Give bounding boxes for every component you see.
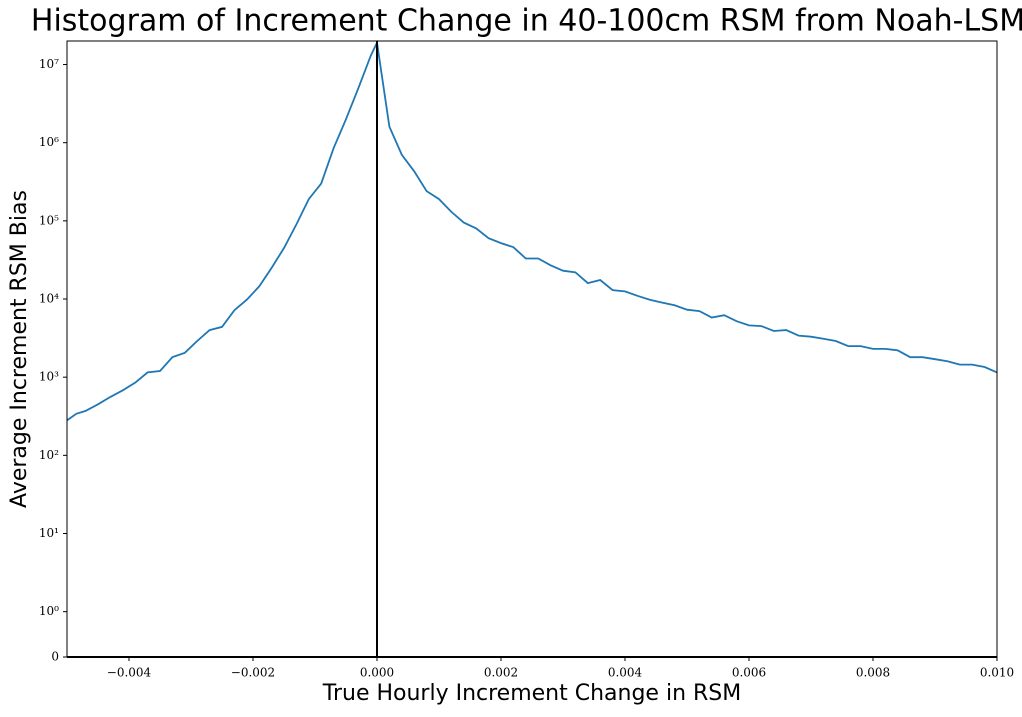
- chart-title: Histogram of Increment Change in 40-100c…: [31, 4, 1022, 39]
- x-tick-label: 0.000: [360, 666, 394, 680]
- x-tick-label: 0.008: [856, 666, 890, 680]
- y-tick-label: 10⁴: [39, 292, 59, 306]
- y-tick-label: 10²: [39, 448, 59, 462]
- x-tick-label: 0.010: [980, 666, 1014, 680]
- y-tick-label: 10⁶: [39, 135, 59, 149]
- line-series: [66, 39, 998, 422]
- x-tick-label: 0.004: [608, 666, 643, 680]
- x-tick-label: 0.006: [732, 666, 766, 680]
- plot-frame: [66, 40, 998, 658]
- y-tick-label: 10⁵: [39, 213, 59, 227]
- x-tick-label: −0.004: [107, 666, 152, 680]
- y-axis-label: Average Increment RSM Bias: [7, 190, 32, 508]
- x-tick-label: 0.002: [484, 666, 518, 680]
- y-tick-label: 10⁷: [39, 57, 59, 71]
- y-tick-label: 10³: [39, 370, 59, 384]
- y-tick-label: 0: [51, 650, 59, 664]
- y-tick-label: 10¹: [39, 526, 59, 540]
- x-axis-label: True Hourly Increment Change in RSM: [322, 681, 742, 706]
- y-tick-label: 10⁰: [39, 604, 59, 618]
- x-tick-label: −0.002: [231, 666, 275, 680]
